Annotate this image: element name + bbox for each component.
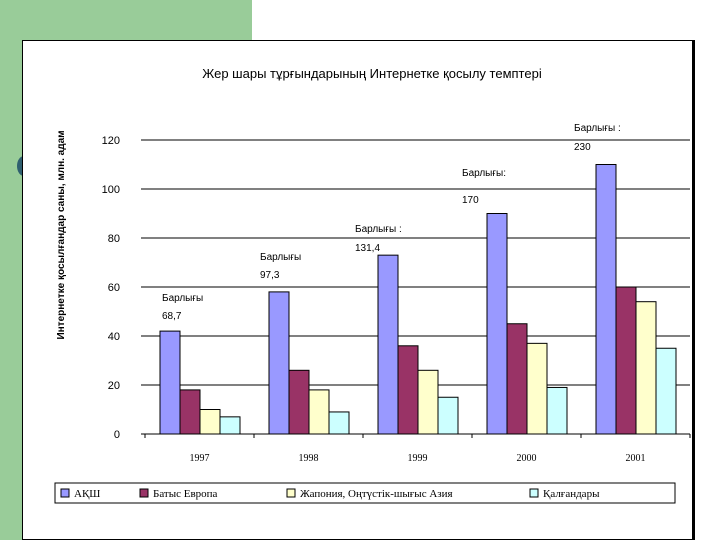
total-annotation-value: 170 bbox=[462, 195, 479, 206]
x-tick-label: 1999 bbox=[408, 453, 428, 464]
legend-swatch bbox=[529, 488, 539, 498]
bar-2000-series-4 bbox=[546, 386, 568, 435]
total-annotation-label: Барлығы: bbox=[462, 168, 506, 179]
y-tick-label: 40 bbox=[108, 331, 120, 343]
legend-swatch bbox=[139, 488, 149, 498]
bar-1998-series-3 bbox=[308, 389, 330, 435]
total-annotation-value: 68,7 bbox=[162, 311, 182, 322]
y-tick-label: 0 bbox=[114, 429, 120, 441]
total-annotation-label: Барлығы : bbox=[574, 123, 621, 134]
y-tick-label: 100 bbox=[102, 184, 120, 196]
bar-1998-series-1 bbox=[268, 291, 290, 435]
bar-1997-series-1 bbox=[159, 330, 181, 435]
chart-title: Жер шары тұрғындарының Интернетке қосылу… bbox=[202, 66, 542, 81]
x-tick-label: 2000 bbox=[517, 453, 537, 464]
legend: АҚШ Батыс Европа Жапония, Оңтүстік-шығыс А… bbox=[54, 482, 676, 504]
bar-2001-series-1 bbox=[595, 164, 617, 435]
bar-1999-series-4 bbox=[437, 396, 459, 435]
legend-entry: Қалғандары bbox=[543, 488, 600, 500]
chart-frame bbox=[22, 40, 695, 540]
bar-2001-series-3 bbox=[635, 301, 657, 435]
x-tick-label: 1998 bbox=[299, 453, 319, 464]
bar-1999-series-3 bbox=[417, 369, 439, 435]
x-tick-label: 2001 bbox=[626, 453, 646, 464]
legend-swatch bbox=[286, 488, 296, 498]
bar-2001-series-4 bbox=[655, 347, 677, 435]
bar-2000-series-3 bbox=[526, 342, 548, 435]
bar-1997-series-2 bbox=[179, 389, 201, 435]
legend-box bbox=[54, 482, 676, 504]
bar-2000-series-1 bbox=[486, 213, 508, 435]
bar-1999-series-1 bbox=[377, 254, 399, 435]
bar-2000-series-2 bbox=[506, 323, 528, 435]
legend-entry: Батыс Европа bbox=[153, 488, 218, 500]
y-tick-label: 60 bbox=[108, 282, 120, 294]
total-annotation-label: Барлығы bbox=[260, 252, 301, 263]
total-annotation-label: Барлығы : bbox=[355, 224, 402, 235]
y-tick-label: 20 bbox=[108, 380, 120, 392]
legend-entry: Жапония, Оңтүстік-шығыс Азия bbox=[300, 488, 453, 500]
total-annotation-value: 131,4 bbox=[355, 243, 380, 254]
bar-1998-series-4 bbox=[328, 411, 350, 435]
y-axis-label: Интернетке қосылғандар саны, млн. адам bbox=[56, 130, 67, 339]
bar-1997-series-4 bbox=[219, 416, 241, 435]
y-tick-label: 80 bbox=[108, 233, 120, 245]
total-annotation-label: Барлығы bbox=[162, 293, 203, 304]
total-annotation-value: 230 bbox=[574, 142, 591, 153]
legend-swatch bbox=[60, 488, 70, 498]
total-annotation-value: 97,3 bbox=[260, 270, 280, 281]
bar-1998-series-2 bbox=[288, 369, 310, 435]
bar-2001-series-2 bbox=[615, 286, 637, 435]
legend-entry: АҚШ bbox=[74, 488, 100, 500]
y-tick-label: 120 bbox=[102, 135, 120, 147]
bar-1999-series-2 bbox=[397, 345, 419, 435]
x-tick-label: 1997 bbox=[190, 453, 210, 464]
bar-1997-series-3 bbox=[199, 409, 221, 435]
